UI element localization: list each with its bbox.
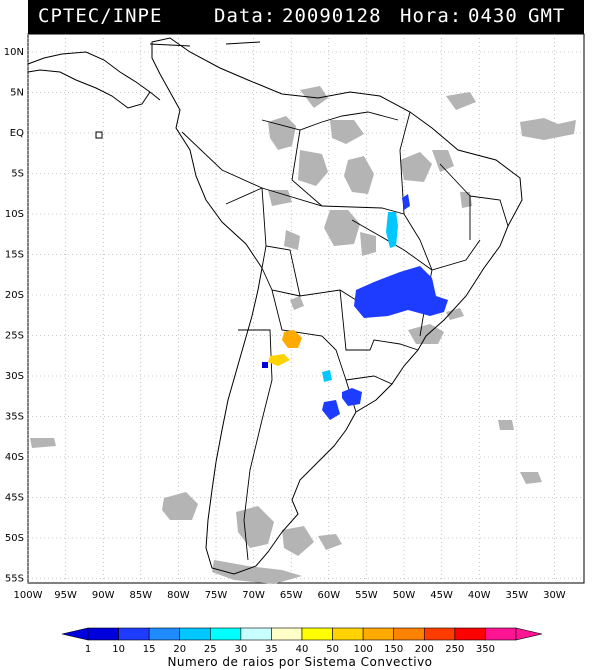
latitude-label: 50S: [5, 533, 24, 544]
longitude-label: 30W: [543, 590, 566, 601]
latitude-label: 10N: [4, 47, 24, 58]
colorbar-swatch: [423, 627, 456, 641]
colorbar-swatch: [271, 627, 303, 641]
colorbar-swatch: [179, 627, 211, 641]
caribbean-islands: [95, 41, 261, 139]
latitude-label: EQ: [10, 128, 24, 139]
latitude-label: 5S: [11, 169, 24, 180]
color-bar: [61, 627, 543, 641]
graticule: [27, 34, 584, 583]
colorbar-swatch: [118, 627, 150, 641]
system-tocantins: [386, 212, 398, 248]
latitude-label: 10S: [5, 209, 24, 220]
longitude-label: 35W: [505, 590, 528, 601]
longitude-label: 70W: [242, 590, 265, 601]
colorbar-swatch: [209, 627, 242, 641]
longitude-label: 85W: [129, 590, 152, 601]
system-chaco-orange: [282, 330, 302, 348]
map-border: [27, 33, 585, 584]
latitude-label: 20S: [5, 290, 24, 301]
system-para: [402, 194, 410, 210]
colorbar-swatch: [87, 627, 119, 641]
colorbar-value-label: 150: [384, 644, 403, 655]
latitude-labels: 10N 5N EQ 5S 10S 15S 20S 25S 30S 35S 40S 45S 50S 55S: [4, 47, 24, 585]
latitude-label: 25S: [5, 331, 24, 342]
system-entre-rios: [322, 370, 332, 382]
colorbar-value-label: 15: [143, 644, 156, 655]
colorbar-value-label: 350: [476, 644, 495, 655]
latitude-label: 55S: [5, 574, 24, 585]
longitude-label: 40W: [468, 590, 491, 601]
date-value: 20090128: [282, 5, 382, 27]
latitude-label: 30S: [5, 371, 24, 382]
colorbar-value-label: 30: [234, 644, 247, 655]
colorbar-left-arrow: [61, 627, 89, 641]
longitude-label: 95W: [54, 590, 77, 601]
map-header: CPTEC/INPE Data: 20090128 Hora: 0430 GMT: [28, 0, 584, 34]
date-label: Data:: [214, 5, 277, 27]
latitude-label: 40S: [5, 452, 24, 463]
colorbar-value-label: 100: [354, 644, 373, 655]
latitude-label: 45S: [5, 493, 24, 504]
time-label: Hora:: [400, 5, 463, 27]
colorbar-swatch: [240, 627, 272, 641]
longitude-label: 60W: [317, 590, 340, 601]
longitude-labels: 100W 95W 90W 85W 80W 75W 70W 65W 60W 55W 50W 45W 40W…: [14, 590, 566, 601]
longitude-label: 65W: [280, 590, 303, 601]
colorbar-right-arrow: [515, 627, 543, 641]
colorbar-swatch: [485, 627, 517, 641]
system-uruguay: [342, 388, 362, 406]
legend-title: Numero de raios por Sistema Convectivo: [167, 655, 433, 669]
latitude-label: 5N: [10, 88, 24, 99]
coastline-south-america: [151, 37, 523, 575]
source-label: CPTEC/INPE: [38, 5, 163, 27]
colorbar-value-label: 25: [204, 644, 217, 655]
colorbar-swatch: [393, 627, 425, 641]
longitude-label: 75W: [205, 590, 228, 601]
system-rio-de-la-plata: [322, 400, 340, 420]
longitude-label: 45W: [430, 590, 453, 601]
system-mendoza: [262, 362, 268, 368]
colorbar-value-label: 1: [85, 644, 91, 655]
colorbar-swatch: [332, 627, 364, 641]
color-bar-labels: 1 10 15 20 25 30 35 40 50 100 150 200 250 350: [85, 644, 495, 655]
colorbar-swatch: [362, 627, 395, 641]
longitude-label: 50W: [393, 590, 416, 601]
longitude-label: 55W: [355, 590, 378, 601]
colorbar-value-label: 200: [415, 644, 434, 655]
colorbar-swatch: [301, 627, 333, 641]
colorbar-value-label: 35: [265, 644, 278, 655]
longitude-label: 90W: [92, 590, 115, 601]
colorbar-value-label: 250: [445, 644, 464, 655]
latitude-label: 15S: [5, 250, 24, 261]
colorbar-swatch: [454, 627, 486, 641]
convective-systems: [262, 194, 448, 420]
system-paraguay-brazil: [354, 266, 448, 318]
longitude-label: 80W: [167, 590, 190, 601]
colorbar-value-label: 10: [112, 644, 125, 655]
colorbar-swatch: [148, 627, 181, 641]
timezone-label: GMT: [528, 5, 566, 27]
country-borders: [181, 111, 509, 561]
system-cordoba-yellow: [268, 354, 290, 366]
cloud-cover: [30, 86, 576, 584]
coastline-central-america: [27, 51, 161, 109]
time-value: 0430: [468, 5, 518, 27]
colorbar-value-label: 50: [326, 644, 339, 655]
longitude-label: 100W: [14, 590, 43, 601]
colorbar-value-label: 20: [173, 644, 186, 655]
latitude-label: 35S: [5, 412, 24, 423]
colorbar-value-label: 40: [296, 644, 309, 655]
